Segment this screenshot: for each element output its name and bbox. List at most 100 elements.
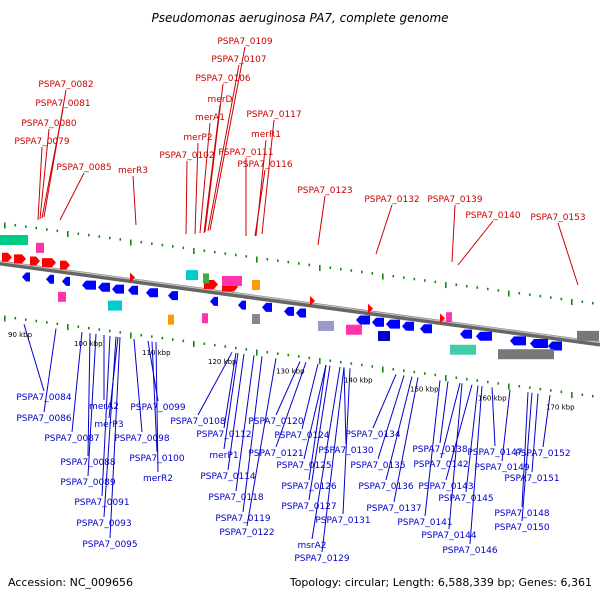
- bottom-label-leader: [109, 337, 121, 539]
- forward-gene-small: [130, 272, 135, 283]
- forward-gene-small: [440, 313, 445, 324]
- top-label-leader: [185, 160, 188, 235]
- gene-label-bottom: PSPA7_0100: [129, 454, 185, 464]
- tick-mark-bottom: [4, 315, 6, 322]
- tick-mark-bottom: [424, 372, 426, 375]
- tick-mark-top: [88, 233, 90, 237]
- bottom-label-leader: [521, 392, 529, 508]
- tick-mark-bottom: [592, 394, 594, 398]
- tick-mark-top: [508, 290, 510, 297]
- gene-label-top: PSPA7_0111: [218, 148, 273, 158]
- gene-label-top: merA1: [195, 113, 225, 123]
- forward-gene-arrow: [42, 258, 56, 268]
- map-title: Pseudomonas aeruginosa PA7, complete gen…: [151, 11, 448, 25]
- gene-label-top: PSPA7_0140: [465, 211, 521, 221]
- tick-mark-top: [361, 270, 363, 274]
- tick-mark-bottom: [476, 379, 479, 382]
- feature-box: [252, 280, 260, 291]
- bottom-label-leader: [542, 395, 551, 448]
- tick-mark-bottom: [277, 352, 279, 355]
- gene-label-top: merR3: [118, 166, 148, 176]
- tick-mark-bottom: [434, 373, 437, 377]
- bottom-label-leader: [43, 328, 57, 413]
- bottom-label-leader: [491, 387, 496, 447]
- bottom-label-leader: [133, 339, 143, 433]
- tick-mark-bottom: [109, 329, 111, 333]
- tick-mark-bottom: [77, 325, 80, 328]
- tick-mark-bottom: [46, 321, 48, 324]
- bottom-label-leader: [445, 384, 473, 481]
- tick-mark-top: [424, 279, 426, 282]
- tick-mark-top: [14, 223, 17, 227]
- tick-mark-top: [109, 236, 111, 240]
- scale-tick-label: 160 kbp: [478, 395, 507, 403]
- tick-mark-bottom: [172, 338, 174, 341]
- bottom-label-leader: [372, 374, 397, 429]
- feature-box: [202, 313, 208, 324]
- feature-box: [168, 314, 174, 325]
- gene-label-top: PSPA7_0085: [56, 163, 111, 173]
- tick-mark-bottom: [550, 389, 552, 392]
- bottom-label-leader: [227, 353, 245, 471]
- tick-mark-bottom: [518, 384, 521, 388]
- tick-mark-bottom: [140, 333, 143, 337]
- gene-label-bottom: merP1: [209, 451, 238, 461]
- tick-mark-bottom: [371, 365, 374, 368]
- gene-label-bottom: PSPA7_0136: [358, 482, 414, 492]
- feature-box: [498, 349, 554, 360]
- gene-label-top: PSPA7_0123: [297, 186, 352, 196]
- bottom-label-leader: [197, 352, 233, 416]
- bottom-label-leader: [71, 332, 83, 433]
- tick-mark-bottom: [35, 319, 38, 323]
- reverse-gene-arrow: [98, 282, 110, 292]
- tick-mark-top: [77, 232, 80, 235]
- feature-box: [108, 300, 122, 311]
- gene-label-bottom: PSPA7_0098: [114, 434, 170, 444]
- reverse-gene-arrow: [386, 319, 400, 329]
- gene-label-bottom: PSPA7_0148: [494, 509, 550, 519]
- tick-mark-top: [35, 226, 38, 230]
- scale-tick-label: 110 kbp: [142, 349, 171, 357]
- tick-mark-bottom: [88, 326, 90, 330]
- tick-mark-bottom: [245, 348, 248, 351]
- tick-mark-bottom: [25, 318, 27, 321]
- gene-label-bottom: PSPA7_0084: [16, 393, 72, 403]
- tick-mark-top: [4, 222, 6, 229]
- tick-mark-top: [445, 282, 447, 289]
- gene-label-bottom: PSPA7_0120: [248, 417, 304, 427]
- tick-mark-top: [539, 294, 542, 298]
- gene-label-bottom: PSPA7_0125: [276, 461, 331, 471]
- tick-mark-top: [287, 260, 290, 264]
- tick-mark-top: [25, 225, 27, 228]
- gene-label-bottom: PSPA7_0146: [442, 546, 498, 556]
- tick-mark-top: [98, 235, 101, 238]
- tick-mark-bottom: [151, 335, 153, 338]
- gene-label-top: PSPA7_0080: [21, 119, 77, 129]
- tick-mark-top: [571, 299, 573, 306]
- tick-mark-top: [224, 252, 227, 255]
- tick-mark-top: [203, 249, 206, 252]
- tick-mark-bottom: [193, 341, 195, 348]
- feature-box: [36, 242, 44, 253]
- bottom-label-leader: [343, 367, 347, 445]
- tick-mark-bottom: [487, 380, 489, 384]
- top-label-leader: [209, 46, 246, 231]
- reverse-gene-arrow: [476, 331, 492, 341]
- genome-track: [0, 222, 600, 399]
- reverse-gene-arrow: [548, 341, 562, 351]
- forward-gene-small: [310, 295, 315, 306]
- feature-box: [252, 314, 260, 325]
- gene-label-top: PSPA7_0153: [530, 213, 585, 223]
- top-label-leader: [317, 195, 326, 246]
- tick-mark-bottom: [14, 316, 17, 320]
- gene-label-bottom: PSPA7_0122: [219, 528, 274, 538]
- gene-label-top: PSPA7_0079: [14, 137, 70, 147]
- feature-box: [318, 320, 334, 331]
- tick-mark-bottom: [413, 370, 416, 374]
- tick-mark-bottom: [529, 386, 531, 389]
- gene-label-bottom: PSPA7_0095: [82, 540, 137, 550]
- reverse-gene-arrow: [146, 288, 158, 298]
- tick-mark-top: [497, 289, 500, 292]
- tick-mark-top: [403, 276, 405, 279]
- tick-mark-top: [329, 266, 332, 269]
